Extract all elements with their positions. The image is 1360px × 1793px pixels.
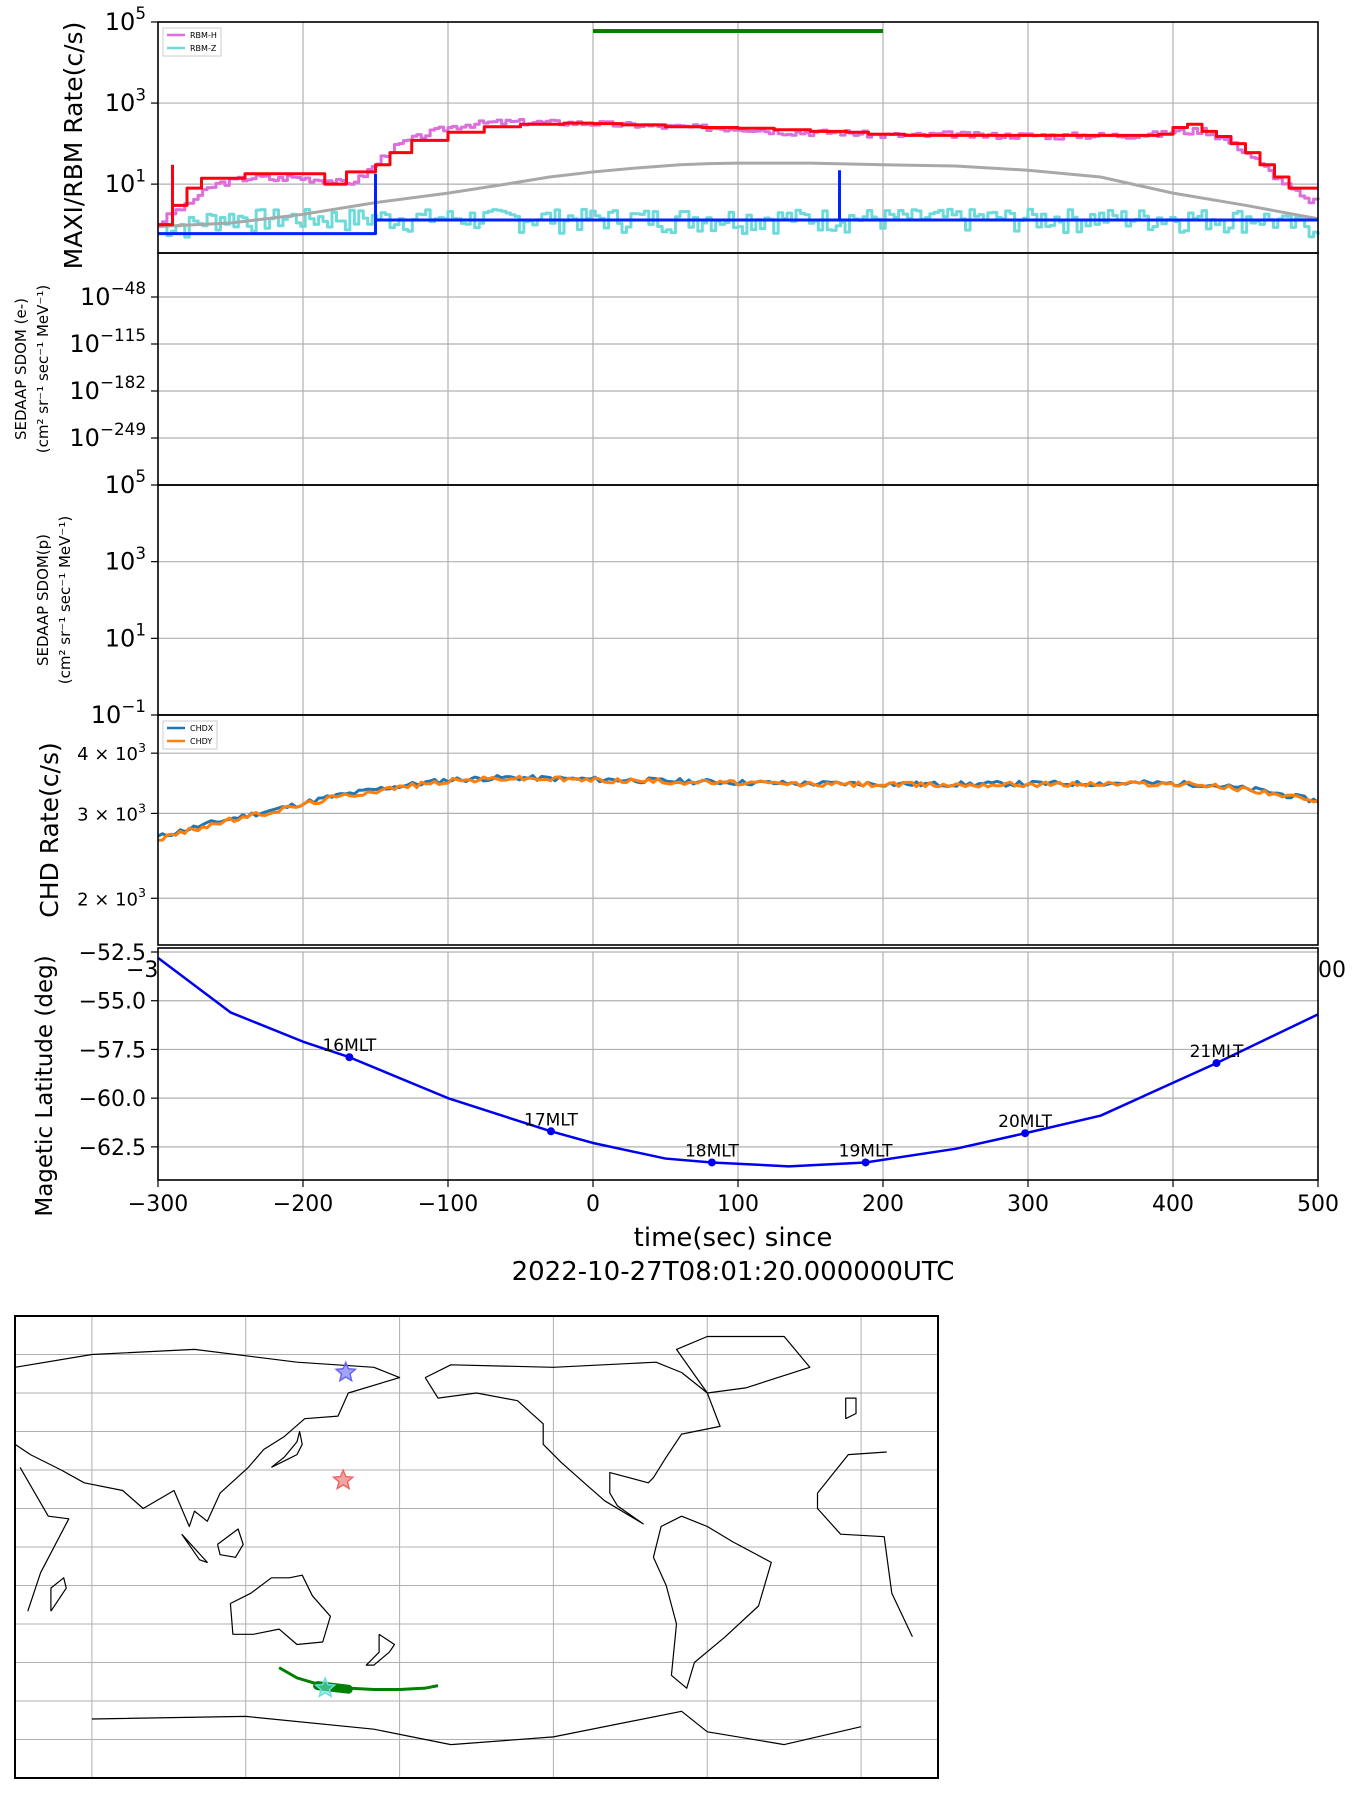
chd-ytick-label-2: 2 × 103: [77, 885, 146, 910]
maglat-mlt-label-3: 19MLT: [839, 1141, 893, 1161]
maglat-mlt-point-2: [707, 1158, 716, 1167]
maglat-xlabel: time(sec) since: [634, 1223, 833, 1253]
map-star-marker-2: [313, 1676, 337, 1698]
rbm-h-series: [158, 117, 1320, 228]
chd-legend-label-0: CHDX: [190, 724, 214, 733]
maglat-xtick-label-1: −200: [273, 1192, 333, 1217]
rbm-h-fit-series: [158, 121, 1318, 227]
maglat-xtick-label-8: 500: [1297, 1192, 1339, 1217]
chd-xtick-partial-right: 00: [1318, 958, 1346, 983]
map-coastline-8: [91, 1710, 862, 1746]
map-coastline-3: [229, 1574, 331, 1646]
chd-legend-box: [162, 720, 218, 750]
maglat-xtick-label-4: 100: [717, 1192, 759, 1217]
maglat-mlt-label-5: 21MLT: [1190, 1042, 1244, 1062]
map-coastline-11: [181, 1533, 208, 1563]
sedaap-e-ytick-label-1: 10−115: [69, 325, 146, 358]
maglat-xtick-label-0: −300: [128, 1192, 188, 1217]
chd-ylabel: CHD Rate(c/s): [35, 742, 64, 917]
chd-ytick-label-1: 3 × 103: [77, 800, 146, 825]
maglat-ytick-label-0: −52.5: [79, 941, 146, 966]
chd-legend-label-1: CHDY: [190, 737, 212, 746]
maglat-xtick-label-5: 200: [862, 1192, 904, 1217]
map-coastline-0: [19, 1451, 913, 1638]
maglat-mlt-label-1: 17MLT: [524, 1110, 578, 1130]
maglat-xtick-label-3: 0: [586, 1192, 600, 1217]
map-coastline-2: [271, 1430, 303, 1468]
maglat-mlt-point-4: [1021, 1129, 1030, 1138]
rbm-legend-label-1: RBM-Z: [190, 44, 217, 53]
sedaap-p-ytick-label-2: 101: [105, 620, 146, 653]
rbm-ytick-label-1: 103: [105, 84, 146, 117]
rbm-ylabel: MAXI/RBM Rate(c/s): [59, 22, 88, 270]
sedaap-p-ytick-label-3: 10−1: [91, 696, 146, 729]
maglat-series: [157, 956, 1319, 1168]
maglat-ytick-label-2: −57.5: [79, 1038, 146, 1063]
sedaap-p-ylabel: SEDAAP SDOM(p): [34, 534, 52, 666]
map-frame: [14, 1315, 939, 1779]
maglat-ytick-label-3: −60.0: [79, 1087, 146, 1112]
map-star-marker-0: [334, 1360, 358, 1383]
map-satellite-track: [278, 1666, 439, 1691]
maglat-ytick-label-1: −55.0: [79, 990, 146, 1015]
maglat-panel-frame: [157, 947, 1319, 1181]
rbm-legend-label-0: RBM-H: [190, 31, 217, 40]
map-coastline-1: [14, 1348, 401, 1528]
chd-panel-frame: [157, 714, 1319, 946]
maglat-mlt-point-3: [861, 1158, 870, 1167]
chd-series-chdy: [157, 774, 1319, 842]
map-coastline-6: [675, 1335, 811, 1394]
maglat-mlt-point-1: [546, 1127, 555, 1136]
sedaap-p-ytick-label-0: 105: [105, 466, 146, 499]
sedaap-e-ytick-label-2: 10−182: [69, 372, 146, 405]
map-coastline-7: [652, 1515, 772, 1689]
map-coastline-12: [845, 1397, 857, 1420]
map-coastline-10: [216, 1528, 244, 1558]
chd-ytick-label-0: 4 × 103: [77, 740, 146, 765]
maglat-ylabel: Magetic Latitude (deg): [32, 955, 58, 1216]
rbm-z-series: [158, 207, 1320, 239]
map-star-marker-1: [331, 1468, 355, 1490]
sedaap-p-ytick-label-1: 103: [105, 543, 146, 576]
map-coastline-5: [424, 1361, 721, 1525]
maglat-mlt-label-0: 16MLT: [322, 1036, 376, 1056]
chd-xtick-partial-left: −3: [126, 958, 158, 983]
maglat-xtick-label-2: −100: [418, 1192, 478, 1217]
sedaap-e-ylabel: SEDAAP SDOM (e-): [12, 298, 30, 440]
sedaap-e-ytick-label-3: 10−249: [69, 419, 146, 452]
maglat-xlabel-line2: 2022-10-27T08:01:20.000000UTC: [512, 1257, 955, 1287]
maglat-mlt-point-0: [345, 1053, 354, 1062]
rbm-ytick-label-0: 101: [105, 165, 146, 198]
rbm-ytick-label-2: 105: [105, 3, 146, 36]
rbm-legend-box: [162, 27, 222, 57]
map-coastline-9: [50, 1577, 67, 1612]
maglat-ytick-label-4: −62.5: [79, 1136, 146, 1161]
maglat-xtick-label-7: 400: [1152, 1192, 1194, 1217]
sedaap-p-ylabel-units: (cm² sr⁻¹ sec⁻¹ MeV⁻¹): [56, 516, 74, 684]
sedaap-e-ytick-label-0: 10−48: [80, 278, 146, 311]
maglat-mlt-point-5: [1212, 1059, 1221, 1068]
maglat-xtick-label-6: 300: [1007, 1192, 1049, 1217]
maglat-mlt-label-4: 20MLT: [998, 1112, 1052, 1132]
maglat-mlt-label-2: 18MLT: [685, 1141, 739, 1161]
sedaap-e-ylabel-units: (cm² sr⁻¹ sec⁻¹ MeV⁻¹): [34, 285, 52, 453]
map-coastline-4: [365, 1633, 396, 1666]
rbm-background-series: [157, 161, 1319, 229]
